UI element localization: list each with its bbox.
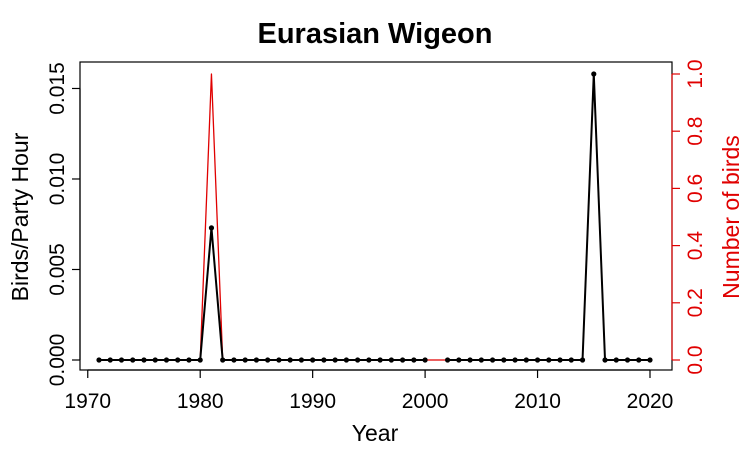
data-point-1975: [141, 357, 147, 363]
y2-tick-label-0.8: 0.8: [684, 117, 707, 146]
x-tick-label-2020: 2020: [627, 390, 674, 413]
data-point-1993: [343, 357, 349, 363]
chart-title: Eurasian Wigeon: [257, 18, 492, 50]
data-point-2006: [489, 357, 496, 363]
data-point-2009: [523, 357, 529, 363]
x-tick-label-1970: 1970: [64, 390, 111, 413]
y2-tick-label-1.0: 1.0: [684, 59, 707, 88]
data-point-1980: [197, 357, 203, 363]
red-series-line-0: [99, 73, 650, 361]
data-point-1972: [107, 357, 113, 363]
y2-tick-label-0.2: 0.2: [684, 288, 707, 317]
x-tick-label-1990: 1990: [289, 390, 336, 413]
data-point-1999: [411, 357, 417, 363]
y2-tick-label-0.6: 0.6: [684, 174, 707, 203]
data-point-1992: [332, 357, 338, 363]
data-point-1991: [321, 357, 327, 363]
data-point-2004: [467, 357, 473, 363]
black-series-layer: [96, 71, 653, 363]
data-point-2005: [478, 357, 484, 363]
data-point-1996: [377, 357, 383, 363]
data-point-1983: [231, 357, 237, 363]
data-point-2019: [636, 357, 642, 363]
data-point-2008: [512, 357, 518, 363]
data-point-2007: [501, 357, 507, 363]
data-point-1977: [163, 357, 170, 363]
y2-axis-label: Number of birds: [718, 135, 744, 299]
y2-tick-label-0.4: 0.4: [684, 231, 707, 261]
data-point-1997: [388, 357, 394, 363]
x-tick-label-2010: 2010: [514, 390, 561, 413]
data-point-2020: [647, 357, 653, 363]
data-point-1995: [366, 357, 372, 363]
data-point-1974: [130, 357, 136, 363]
data-point-1989: [298, 357, 305, 363]
data-point-1988: [287, 357, 293, 363]
data-point-1973: [118, 357, 125, 363]
y2-tick-label-0.0: 0.0: [684, 345, 707, 374]
red-series-layer: [99, 73, 650, 361]
y-tick-label-0.005: 0.005: [46, 243, 69, 296]
y-axis-label: Birds/Party Hour: [7, 132, 33, 301]
data-point-2013: [568, 357, 574, 363]
data-point-1986: [265, 357, 271, 363]
data-point-1990: [310, 357, 316, 363]
data-point-2011: [546, 357, 552, 363]
y-axis-right: 0.0 0.2 0.4 0.6 0.8 1.0: [671, 59, 707, 375]
data-point-2012: [557, 357, 563, 363]
data-point-1976: [152, 357, 158, 363]
black-series-line-1: [447, 73, 650, 361]
data-point-2000: [422, 357, 428, 363]
x-tick-label-1980: 1980: [177, 390, 224, 413]
data-point-1998: [400, 357, 406, 363]
y-tick-label-0.000: 0.000: [46, 334, 69, 387]
data-point-1985: [253, 357, 260, 363]
data-point-1971: [96, 357, 102, 363]
data-point-2003: [456, 357, 462, 363]
data-point-1981: [208, 225, 215, 231]
data-point-1979: [186, 357, 192, 363]
data-point-2015: [591, 71, 597, 77]
data-point-1982: [220, 357, 226, 363]
data-point-1994: [355, 357, 361, 363]
data-point-1984: [242, 357, 248, 363]
data-point-2017: [613, 357, 619, 363]
data-point-2010: [534, 357, 541, 363]
data-point-2002: [444, 357, 451, 363]
data-point-2016: [602, 357, 608, 363]
y-tick-label-0.015: 0.015: [46, 62, 69, 115]
x-axis-label: Year: [352, 420, 399, 446]
y-tick-label-0.010: 0.010: [46, 153, 69, 206]
y-axis-left: 0.000 0.005 0.010 0.015: [46, 62, 81, 387]
x-tick-label-2000: 2000: [402, 390, 449, 413]
black-series-line-0: [99, 226, 426, 361]
data-point-1987: [276, 357, 282, 363]
x-axis: 1970 1980 1990 2000 2010 2020: [64, 369, 674, 413]
data-point-2018: [624, 357, 631, 363]
data-point-1978: [175, 357, 181, 363]
data-point-2014: [579, 357, 586, 363]
